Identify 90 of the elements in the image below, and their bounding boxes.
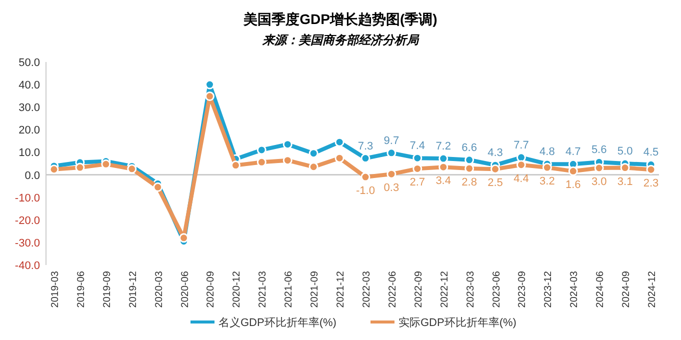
point (386, 169, 396, 179)
data-label: 4.8 (540, 146, 555, 158)
x-tick-label: 2019-12 (128, 270, 139, 308)
point (153, 182, 163, 192)
x-tick-label: 2020-03 (154, 270, 165, 308)
point (49, 164, 59, 174)
point (464, 164, 474, 174)
x-tick-label: 2022-12 (439, 270, 450, 308)
chart-title: 美国季度GDP增长趋势图(季调) (242, 11, 438, 27)
y-tick-label: 40.0 (18, 80, 40, 92)
x-tick-label: 2023-06 (491, 270, 502, 308)
data-label: 3.2 (540, 176, 555, 188)
data-label: 3.0 (591, 176, 607, 188)
point (542, 162, 552, 172)
data-label: 6.6 (462, 142, 477, 154)
x-tick-label: 2019-09 (102, 270, 113, 308)
point (308, 148, 318, 158)
y-tick-label: 0.0 (24, 170, 40, 182)
y-tick-label: 10.0 (18, 147, 40, 160)
data-label: 7.3 (358, 140, 374, 152)
y-tick-label: -40.0 (14, 260, 40, 272)
x-tick-label: 2022-09 (413, 270, 424, 308)
point (438, 154, 448, 164)
point (256, 157, 266, 167)
y-tick-label: 20.0 (18, 124, 40, 137)
x-tick-label: 2023-03 (465, 270, 476, 308)
y-tick-label: -20.0 (14, 214, 40, 227)
point (308, 162, 318, 172)
data-label: 5.0 (617, 146, 633, 158)
y-tick-label: -30.0 (14, 237, 40, 250)
data-label: 7.7 (514, 139, 529, 152)
point (438, 162, 448, 172)
point (204, 92, 214, 102)
y-tick-label: -10.0 (14, 192, 40, 204)
point (256, 145, 266, 155)
data-label: 4.3 (488, 147, 503, 160)
x-tick-label: 2023-09 (517, 270, 528, 308)
point (516, 160, 526, 170)
point (282, 140, 292, 150)
x-tick-label: 2021-06 (284, 270, 295, 308)
point (568, 166, 578, 176)
data-label: 2.3 (643, 178, 659, 190)
data-label: -1.0 (356, 185, 375, 198)
x-tick-label: 2021-09 (310, 270, 321, 308)
data-label: 3.1 (617, 176, 633, 188)
x-tick-label: 2022-06 (387, 270, 398, 308)
x-tick-label: 2021-12 (336, 270, 347, 308)
x-tick-label: 2019-06 (76, 270, 87, 308)
data-label: 4.7 (565, 146, 581, 158)
data-label: 5.6 (591, 144, 607, 156)
data-label: 1.6 (565, 179, 581, 192)
x-tick-label: 2020-12 (232, 270, 243, 308)
x-tick-label: 2024-03 (569, 270, 580, 308)
point (127, 164, 137, 174)
point (360, 172, 370, 182)
data-label: 3.4 (436, 175, 451, 188)
x-tick-label: 2024-09 (621, 270, 632, 308)
x-tick-label: 2019-03 (50, 270, 61, 308)
y-tick-label: 50.0 (18, 57, 40, 69)
legend-label: 实际GDP环比折年率(%) (398, 316, 516, 329)
point (646, 164, 656, 174)
point (75, 162, 85, 172)
point (464, 155, 474, 165)
y-tick-label: 30.0 (18, 102, 40, 114)
data-label: 7.4 (410, 140, 426, 152)
point (334, 137, 344, 147)
point (490, 164, 500, 174)
x-tick-label: 2020-09 (206, 270, 217, 308)
legend-label: 名义GDP环比折年率(%) (218, 316, 336, 329)
point (594, 163, 604, 173)
point (282, 156, 292, 166)
x-tick-label: 2021-03 (258, 270, 269, 308)
data-label: 0.3 (384, 182, 400, 194)
data-label: 2.5 (488, 177, 503, 190)
data-label: 2.8 (462, 176, 477, 188)
data-label: 7.2 (436, 140, 451, 153)
data-label: 4.5 (643, 146, 659, 159)
data-label: 9.7 (384, 134, 400, 147)
data-label: 2.7 (410, 176, 426, 189)
data-label: 4.4 (514, 172, 529, 185)
x-tick-label: 2024-12 (647, 270, 658, 308)
x-tick-label: 2023-12 (543, 270, 554, 308)
point (386, 148, 396, 158)
point (334, 153, 344, 163)
point (101, 159, 111, 169)
point (412, 153, 422, 163)
chart-subtitle: 来源：美国商务部经济分析局 (262, 33, 420, 47)
x-tick-label: 2020-06 (180, 270, 191, 308)
x-tick-label: 2024-06 (595, 270, 606, 308)
x-tick-label: 2022-03 (361, 270, 372, 308)
